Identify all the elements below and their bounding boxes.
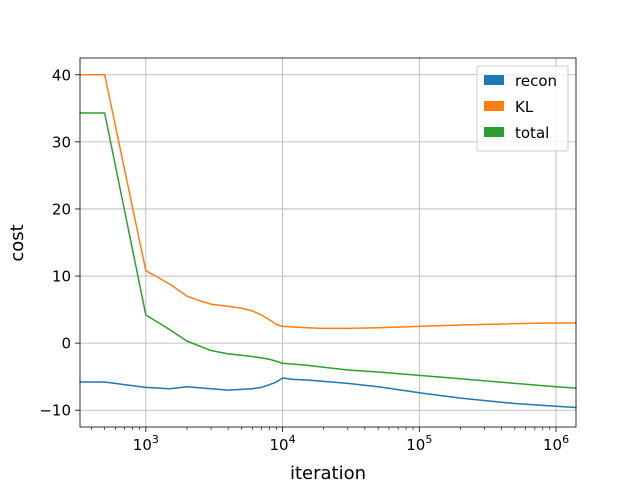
axis-ticks xyxy=(75,74,557,432)
y-tick-label: 30 xyxy=(52,133,71,151)
x-axis-label: iteration xyxy=(290,463,366,480)
series-line-kl xyxy=(79,74,577,330)
legend-swatch-kl xyxy=(484,101,504,111)
y-tick-label: 0 xyxy=(61,335,71,353)
y-axis-label: cost xyxy=(7,224,28,261)
x-tick-labels: 103 104 105 106 xyxy=(133,433,569,454)
y-tick-label: 40 xyxy=(52,66,71,84)
plot-frame xyxy=(79,57,577,428)
legend-label-total: total xyxy=(515,124,549,142)
x-tick-label: 105 xyxy=(406,433,432,454)
x-tick-label: 103 xyxy=(133,433,159,454)
series-line-recon xyxy=(79,377,577,409)
legend-label-recon: recon xyxy=(515,72,557,90)
x-tick-label: 106 xyxy=(543,433,569,454)
y-tick-label: 10 xyxy=(52,268,71,286)
x-tick-label: 104 xyxy=(270,433,296,454)
legend: recon KL total xyxy=(476,65,569,152)
legend-swatch-total xyxy=(484,127,504,137)
legend-label-kl: KL xyxy=(515,98,534,116)
series-line-total xyxy=(79,112,577,389)
grid-lines xyxy=(80,58,576,427)
plot-series xyxy=(79,74,577,409)
y-tick-label: 20 xyxy=(52,200,71,218)
y-tick-label: −10 xyxy=(39,402,71,420)
y-tick-labels: 40 30 20 10 0 −10 xyxy=(39,66,71,419)
legend-swatch-recon xyxy=(484,75,504,85)
